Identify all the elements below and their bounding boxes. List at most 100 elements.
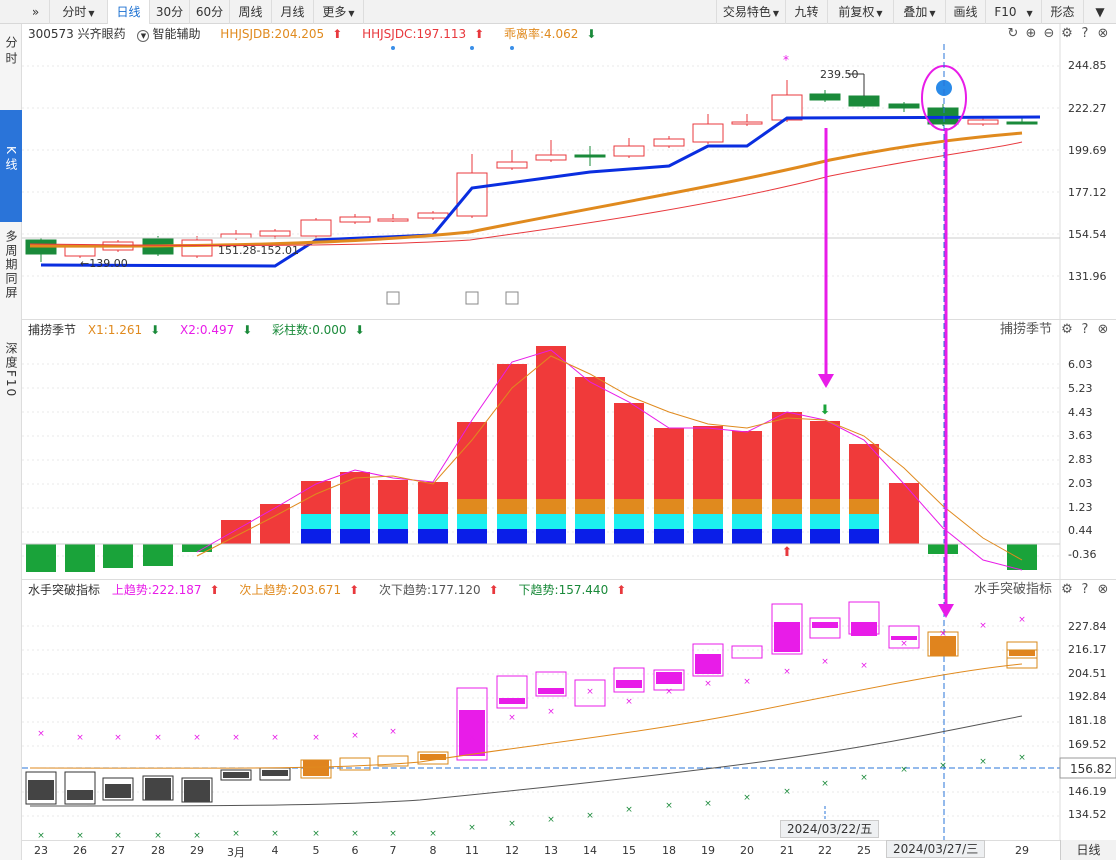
candle-body	[535, 154, 567, 161]
x-marker-green: ×	[271, 829, 279, 839]
x-marker-green: ×	[821, 779, 829, 789]
sidebar-item-timeshare[interactable]: 分时	[4, 36, 18, 68]
note-icon	[465, 291, 479, 305]
mid-bar-negative	[1007, 544, 1037, 570]
box-outer	[377, 755, 409, 767]
box-inner	[145, 778, 171, 800]
x-tick-label: 5	[312, 844, 320, 857]
mid-layer-orange	[457, 499, 487, 514]
x-tick-label: 22	[818, 844, 832, 857]
nine-turn-button[interactable]: 九转	[786, 0, 828, 24]
help-icon[interactable]: ?	[1081, 322, 1089, 337]
trade-feature-button[interactable]: 交易特色 ▼	[716, 0, 786, 24]
x-tick-label: 15	[622, 844, 636, 857]
x-marker: ×	[508, 713, 516, 723]
mid-layer-cyan	[772, 514, 802, 529]
gear-icon[interactable]: ⚙	[1061, 322, 1073, 337]
x-marker: ×	[625, 697, 633, 707]
bot-indicator-name[interactable]: 水手突破指标	[28, 583, 101, 597]
help-icon[interactable]: ?	[1081, 26, 1089, 41]
mid-layer-blue	[654, 529, 684, 544]
bot-indicator-title[interactable]: 水手突破指标	[973, 582, 1052, 597]
toolbar-scroll[interactable]: ▼	[1095, 5, 1105, 19]
note-icon	[386, 291, 400, 305]
sidebar-item-f10[interactable]: 深度F10	[4, 342, 18, 399]
period-button-5[interactable]: 月线	[272, 0, 314, 24]
x-tick-label: 27	[111, 844, 125, 857]
period-button-3[interactable]: 60分	[190, 0, 230, 24]
crosshair-price-label: 156.82	[1070, 762, 1112, 776]
f10-button[interactable]: F10 ▼	[986, 0, 1042, 24]
x-marker: ×	[586, 687, 594, 697]
period-button-0[interactable]: 分时 ▼	[50, 0, 108, 24]
draw-button[interactable]: 画线	[946, 0, 986, 24]
more-button[interactable]: 更多 ▼	[314, 0, 364, 24]
box-outer	[613, 667, 645, 693]
note-icon	[505, 291, 519, 305]
x-marker: ×	[312, 733, 320, 743]
box-outer	[496, 675, 528, 709]
pattern-button[interactable]: 形态	[1042, 0, 1084, 24]
overlay-button[interactable]: 叠加 ▼	[894, 0, 946, 24]
dot-marker	[391, 46, 395, 50]
mid-layer-blue	[497, 529, 527, 544]
x-tick-label: 25	[857, 844, 871, 857]
smart-assist-toggle[interactable]: ▼ 智能辅助	[137, 27, 208, 42]
bottom-period-button[interactable]: 日线	[1060, 840, 1116, 860]
mid-indicator-title[interactable]: 捕捞季节	[999, 322, 1052, 337]
box-outer	[220, 769, 252, 781]
box-inner	[303, 760, 329, 776]
mid-layer-cyan	[497, 514, 527, 529]
close-icon[interactable]: ⊗	[1097, 322, 1109, 337]
x-marker-green: ×	[508, 819, 516, 829]
x-marker: ×	[193, 733, 201, 743]
zoom-out-icon[interactable]: ⊖	[1043, 26, 1055, 41]
mid-layer-blue	[849, 529, 879, 544]
gear-icon[interactable]: ⚙	[1061, 582, 1073, 597]
x-marker: ×	[821, 657, 829, 667]
zoom-in-icon[interactable]: ⊕	[1025, 26, 1037, 41]
close-icon[interactable]: ⊗	[1097, 26, 1109, 41]
refresh-icon[interactable]: ↻	[1007, 26, 1019, 41]
x-tick-label: 28	[151, 844, 165, 857]
double-chevron-right-icon[interactable]: »	[22, 0, 50, 24]
box-inner	[812, 622, 838, 628]
mid-layer-orange	[575, 499, 605, 514]
indicator-hhjsjdb: HHJSJDB:204.205 ⬆	[220, 27, 343, 41]
mid-indicator-name[interactable]: 捕捞季节	[28, 323, 77, 337]
x-marker-green: ×	[665, 801, 673, 811]
mid-layer-blue	[575, 529, 605, 544]
mid-bar-negative	[182, 544, 212, 552]
sidebar-item-multi[interactable]: 多周期同屏	[4, 230, 18, 300]
mid-y-tick: 2.03	[1068, 477, 1093, 490]
period-button-4[interactable]: 周线	[230, 0, 272, 24]
period-button-1[interactable]: 日线	[108, 0, 150, 24]
mid-x2: X2:0.497 ⬇	[180, 323, 253, 337]
x-tick-label: 4	[271, 844, 279, 857]
box-inner	[538, 688, 564, 694]
x-marker: ×	[1018, 615, 1026, 625]
gear-icon[interactable]: ⚙	[1061, 26, 1073, 41]
mid-layer-orange	[849, 499, 879, 514]
mid-layer-cyan	[654, 514, 684, 529]
x-marker: ×	[154, 733, 162, 743]
mid-bar-negative	[26, 544, 56, 572]
bot-y-tick: 181.18	[1068, 714, 1107, 727]
box-outer	[888, 625, 920, 649]
x-marker-green: ×	[429, 829, 437, 839]
box-inner	[28, 780, 54, 800]
box-outer	[339, 757, 371, 771]
x-marker: ×	[743, 677, 751, 687]
sidebar-item-kline[interactable]: K线	[0, 110, 22, 222]
high-price-label: 239.50	[820, 68, 859, 81]
close-icon[interactable]: ⊗	[1097, 582, 1109, 597]
period-button-2[interactable]: 30分	[150, 0, 190, 24]
help-icon[interactable]: ?	[1081, 582, 1089, 597]
up-arrow-icon: ⬆	[782, 545, 793, 560]
adjust-button[interactable]: 前复权 ▼	[828, 0, 894, 24]
mid-y-tick: 1.23	[1068, 501, 1093, 514]
main-y-tick: 199.69	[1068, 144, 1107, 157]
blue-trend-line	[40, 115, 1041, 268]
